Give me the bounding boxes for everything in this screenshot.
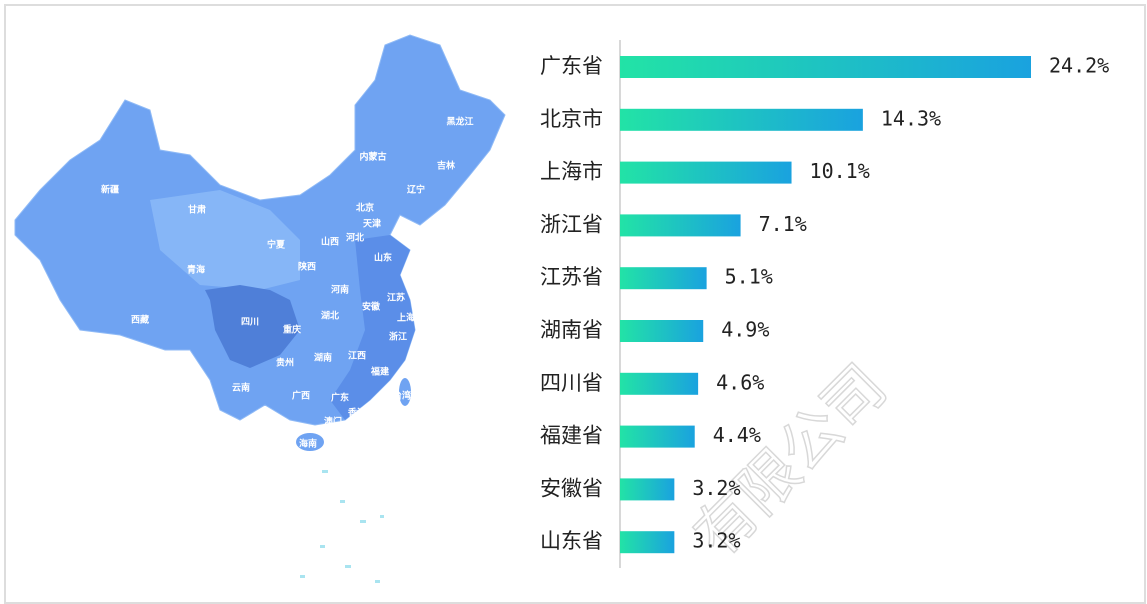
bar [620, 320, 704, 342]
map-label: 宁夏 [267, 239, 286, 251]
bar [620, 478, 675, 501]
map-label: 台湾 [393, 390, 411, 402]
map-label: 青海 [187, 264, 205, 276]
map-label: 四川 [241, 317, 259, 328]
map-label: 澳门 [324, 416, 342, 428]
map-label: 福建 [370, 366, 390, 378]
value-label: 4.4% [713, 423, 761, 447]
map-label: 广东 [331, 392, 349, 404]
map-label: 河北 [346, 232, 364, 244]
map-label: 江西 [348, 350, 366, 362]
bar [620, 161, 792, 184]
map-label: 湖南 [314, 352, 332, 364]
map-label: 辽宁 [407, 184, 425, 196]
category-label: 浙江省 [540, 212, 603, 236]
map-label: 甘肃 [188, 204, 206, 216]
map-label: 天津 [363, 218, 381, 230]
value-label: 3.2% [692, 529, 740, 553]
map-label: 陕西 [298, 261, 316, 273]
map-label: 云南 [232, 382, 250, 394]
bar [620, 108, 863, 131]
category-label: 山东省 [540, 529, 603, 553]
map-label: 广西 [292, 390, 310, 402]
map-label: 重庆 [283, 324, 301, 336]
category-label: 北京市 [540, 107, 603, 131]
value-label: 7.1% [759, 212, 807, 236]
value-label: 4.6% [716, 370, 764, 394]
bar [620, 56, 1031, 78]
bar [620, 425, 695, 448]
category-label: 江苏省 [540, 265, 603, 289]
map-label: 河南 [331, 284, 349, 296]
map-label: 浙江 [389, 331, 407, 343]
map-label: 安徽 [362, 301, 381, 313]
map-label: 内蒙古 [359, 151, 386, 163]
category-label: 福建省 [540, 424, 603, 448]
map-label: 江苏 [387, 292, 405, 304]
category-label: 安徽省 [540, 476, 603, 500]
map-label: 湖北 [321, 310, 339, 322]
map-label: 山东 [374, 252, 392, 264]
map [14, 34, 506, 583]
value-label: 5.1% [725, 265, 773, 289]
bar [620, 267, 707, 290]
map-label: 上海 [397, 312, 415, 324]
value-label: 14.3% [881, 106, 941, 130]
value-label: 4.9% [721, 318, 769, 342]
category-label: 上海市 [540, 160, 603, 184]
map-label: 北京 [356, 202, 374, 214]
value-label: 24.2% [1049, 54, 1109, 78]
bar [620, 531, 675, 554]
map-label: 吉林 [437, 160, 456, 172]
category-label: 广东省 [540, 54, 603, 78]
bar [620, 214, 741, 237]
map-label: 西藏 [131, 314, 149, 326]
value-label: 3.2% [692, 476, 740, 500]
category-label: 四川省 [540, 371, 603, 395]
map-label: 黑龙江 [446, 116, 473, 128]
map-label: 贵州 [276, 357, 294, 369]
map-label: 山西 [321, 236, 339, 248]
map-label: 新疆 [101, 184, 119, 196]
bar [620, 372, 699, 395]
map-label: 香港 [347, 407, 367, 419]
category-label: 湖南省 [540, 318, 603, 342]
map-label: 海南 [299, 438, 317, 450]
value-label: 10.1% [810, 159, 870, 183]
